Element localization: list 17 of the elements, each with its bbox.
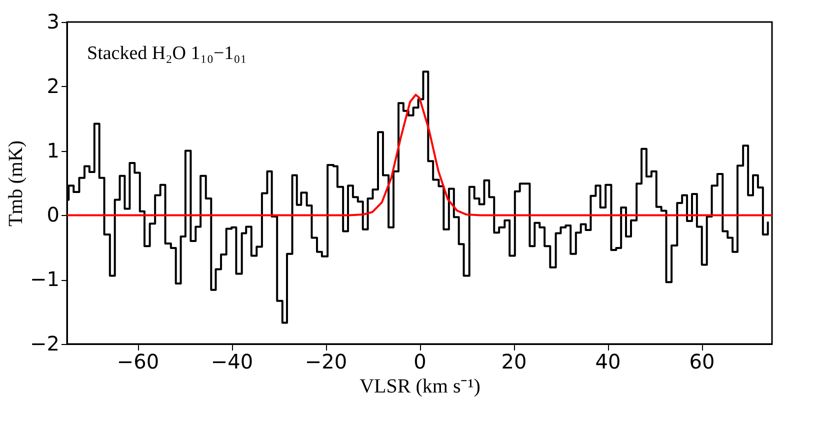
y-tick-label: −1	[30, 267, 60, 292]
x-tick-label: −40	[210, 350, 254, 374]
x-tick-label: 0	[414, 350, 426, 374]
x-tick-label: −20	[304, 350, 348, 374]
y-tick-label: 3	[46, 10, 60, 34]
x-tick-label: 60	[689, 350, 715, 374]
x-tick-label: 20	[501, 350, 527, 374]
y-tick-label: 2	[46, 74, 60, 98]
y-tick-label: 1	[46, 138, 60, 162]
annotation: Stacked H₂O 1₁₀−1₀₁	[87, 43, 247, 64]
x-tick-label: 40	[595, 350, 621, 374]
y-tick-label: 0	[46, 202, 60, 227]
y-axis-title: Tmb (mK)	[5, 140, 28, 227]
x-axis-title: VLSR (km s⁻¹)	[360, 376, 480, 398]
x-tick-label: −60	[116, 350, 160, 374]
line-series	[67, 94, 772, 216]
y-tick-label: −2	[30, 332, 60, 356]
